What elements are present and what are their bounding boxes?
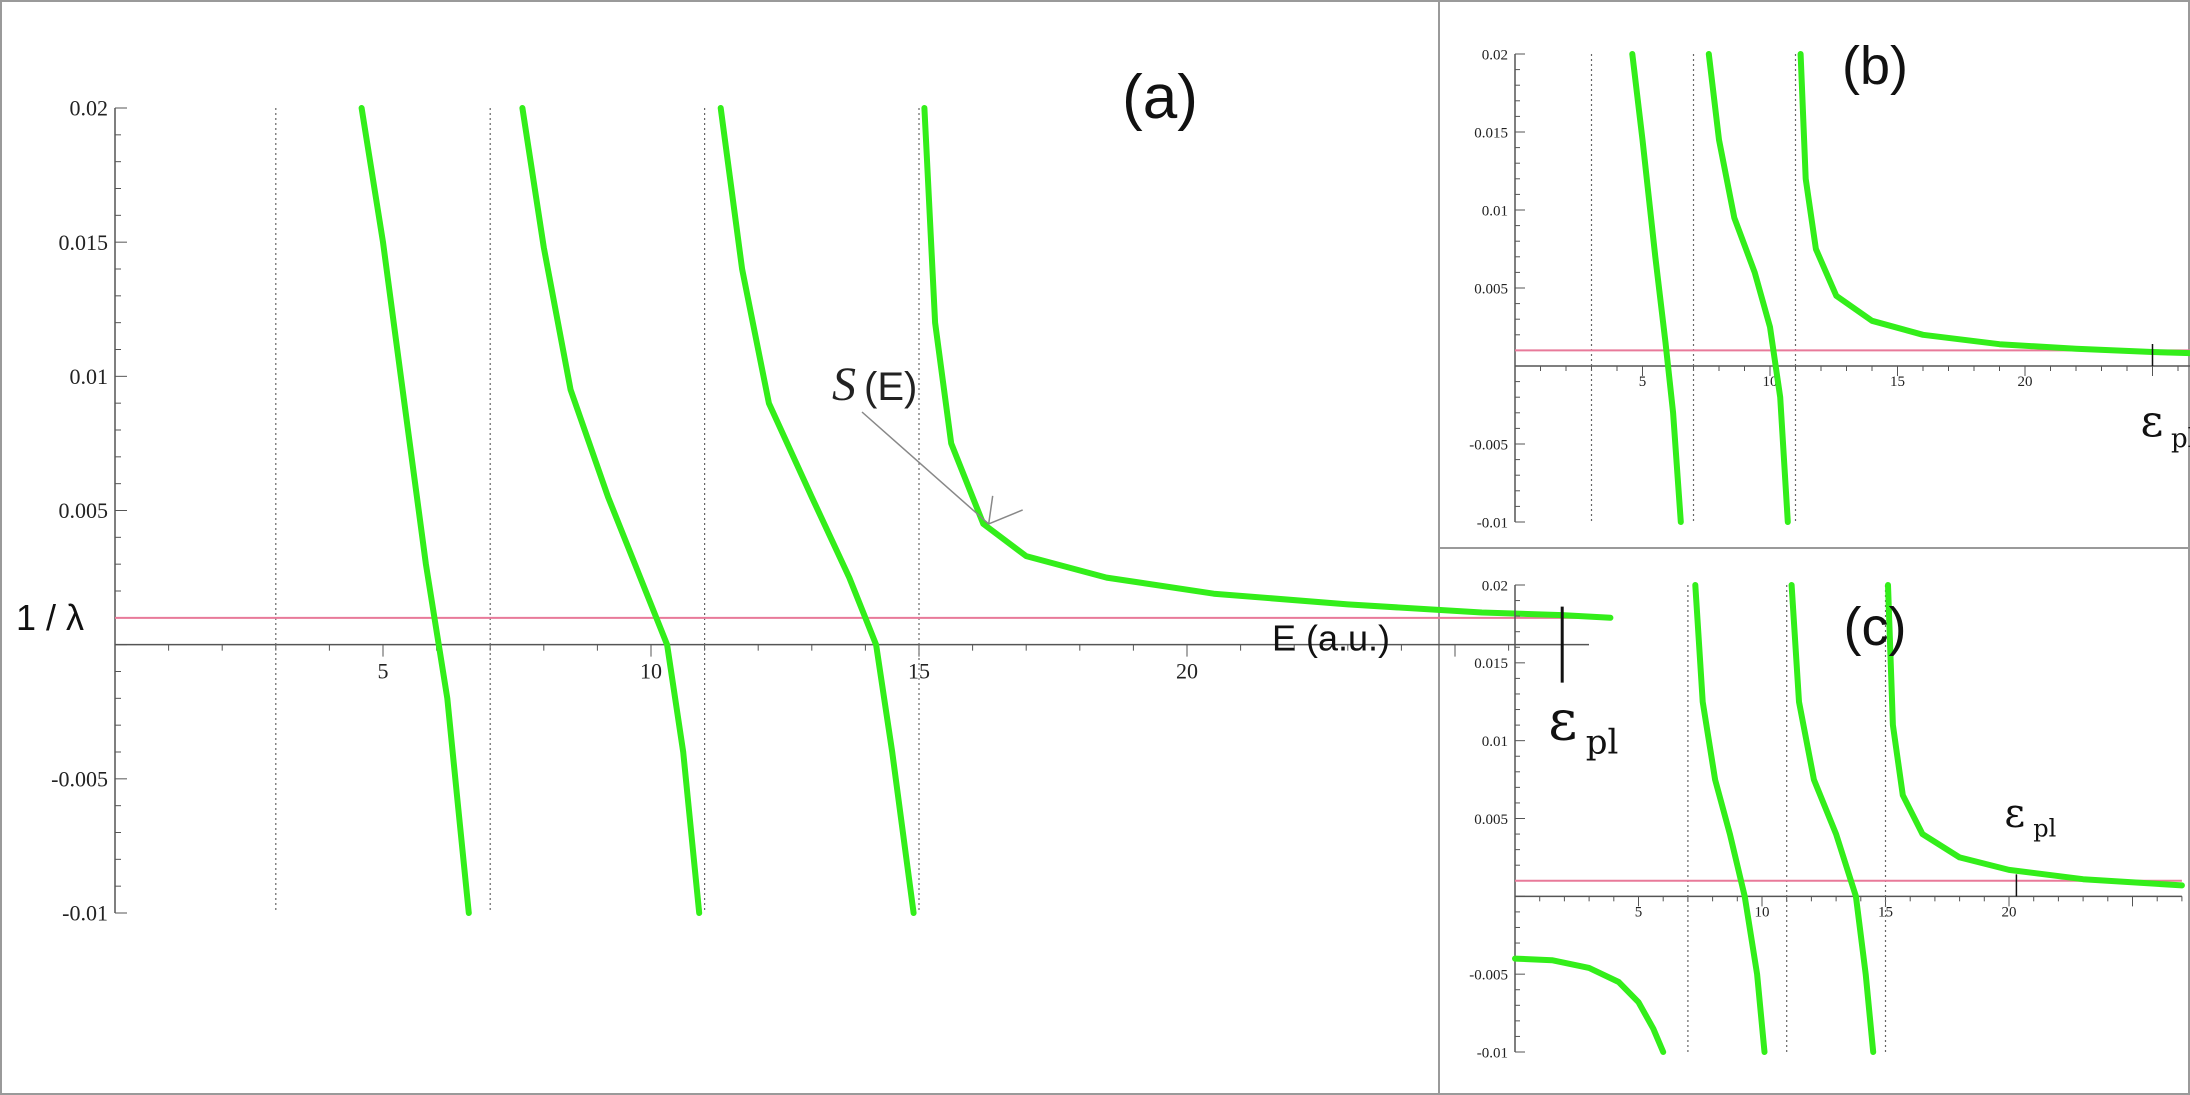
- y-tick-label: 0.01: [70, 364, 109, 389]
- y-tick-label: -0.01: [1477, 1045, 1508, 1061]
- curve-branch: [1797, 51, 2190, 357]
- panel-label: (b): [1842, 36, 1908, 96]
- y-tick-label: 0.01: [1482, 203, 1508, 219]
- x-tick-label: 20: [1176, 659, 1198, 684]
- curve-branch: [921, 105, 1614, 621]
- annotation-arrowhead: [987, 495, 1023, 526]
- curve-branch: [1629, 51, 1684, 525]
- x-tick-label: 10: [1763, 374, 1778, 390]
- y-tick-label: 0.005: [1474, 281, 1508, 297]
- x-tick-label: 5: [1639, 374, 1647, 390]
- x-tick-label: 10: [640, 659, 662, 684]
- epsilon-pl-subscript: pl: [1586, 723, 1619, 763]
- epsilon-pl-label: ε: [2004, 790, 2025, 836]
- annotation-arrow-line: [861, 411, 990, 525]
- curve-branch: [717, 105, 917, 916]
- x-tick-label: 5: [378, 659, 389, 684]
- x-tick-label: 20: [2002, 904, 2017, 920]
- epsilon-pl-subscript: pl: [2171, 424, 2190, 454]
- y-tick-label: 0.015: [1474, 656, 1508, 672]
- y-tick-label: 0.02: [1482, 578, 1508, 594]
- x-tick-label: 15: [908, 659, 930, 684]
- epsilon-pl-label: ε: [1548, 689, 1577, 754]
- curve-branch: [1512, 955, 1667, 1055]
- panel-label: (c): [1844, 597, 1907, 657]
- curve-branch: [1885, 582, 2185, 889]
- panel-a: 0.02 0.015 0.01 0.005 -0.005 -0.01 5 10 15 20 ε pl (…: [16, 63, 1618, 926]
- panel-b: 0.02 0.015 0.01 0.005 -0.005 -0.01 5 10 15 20 εpl (…: [1469, 36, 2190, 531]
- y-tick-label: 0.015: [59, 230, 109, 255]
- y-tick-label: -0.005: [1469, 967, 1508, 983]
- curve-branch: [1692, 582, 1768, 1055]
- annotation-s-label: S: [832, 358, 856, 411]
- epsilon-pl-subscript: pl: [2033, 814, 2056, 842]
- panel-c-border: [1438, 547, 2190, 1095]
- y-tick-label: 0.02: [1482, 47, 1508, 63]
- y-tick-label: -0.005: [51, 767, 108, 792]
- annotation-e-label: (E): [864, 365, 917, 409]
- curve-branch: [358, 105, 472, 916]
- y-tick-label: -0.01: [62, 901, 108, 926]
- inverse-lambda-label: 1 / λ: [16, 597, 84, 638]
- y-tick-label: 0.02: [70, 96, 109, 121]
- x-tick-label: 15: [1890, 374, 1905, 390]
- y-tick-label: 0.005: [59, 498, 109, 523]
- panel-b-border: [1438, 0, 2190, 549]
- x-tick-label: 20: [2018, 374, 2033, 390]
- x-axis-label: E (a.u.): [1272, 618, 1390, 659]
- y-tick-label: 0.005: [1474, 812, 1508, 828]
- y-tick-label: -0.01: [1477, 515, 1508, 531]
- panel-a-border: [0, 0, 1440, 1095]
- y-tick-label: 0.01: [1482, 734, 1508, 750]
- curve-branch: [1788, 582, 1877, 1055]
- epsilon-pl-label: ε: [2141, 396, 2164, 447]
- panel-label: (a): [1122, 63, 1198, 132]
- x-tick-label: 5: [1635, 904, 1643, 920]
- x-tick-label: 15: [1878, 904, 1893, 920]
- curve-branch: [519, 105, 703, 916]
- y-tick-label: 0.015: [1474, 125, 1508, 141]
- x-tick-label: 10: [1755, 904, 1770, 920]
- curve-branch: [1705, 51, 1791, 525]
- y-tick-label: -0.005: [1469, 437, 1508, 453]
